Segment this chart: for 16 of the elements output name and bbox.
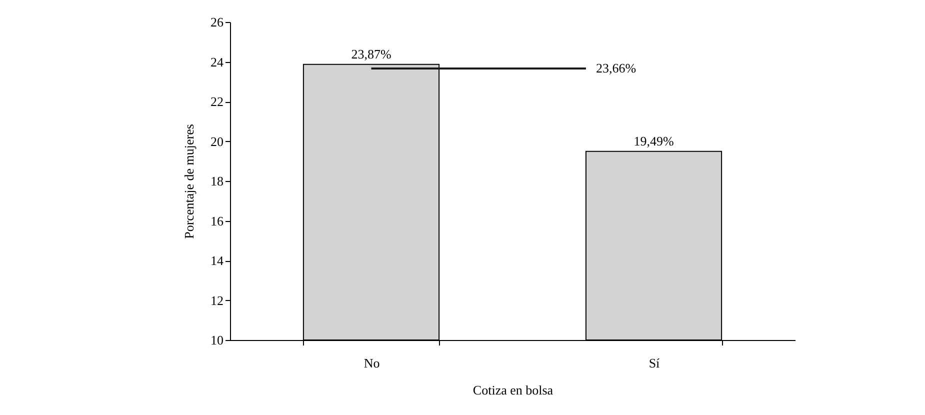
x-tick-label: No: [364, 356, 380, 370]
y-tick-label: 18: [210, 174, 224, 188]
ref-line-label: 23,66%: [596, 60, 636, 76]
y-tick-label: 14: [210, 253, 224, 268]
y-tick-label: 24: [210, 54, 224, 70]
x-tick-label: Sí: [648, 356, 660, 370]
data-label: 23,87%: [351, 46, 392, 62]
x-axis-title: Cotiza en bolsa: [472, 382, 554, 398]
y-tick-label: 10: [210, 332, 224, 348]
y-tick-label: 16: [210, 213, 224, 228]
y-tick-label: 20: [210, 134, 224, 149]
data-label: 19,49%: [634, 133, 674, 148]
y-tick-label: 26: [210, 14, 224, 30]
y-axis-title: Porcentaje de mujeres: [182, 124, 196, 239]
y-tick-label: 22: [210, 94, 224, 109]
y-tick-label: 12: [210, 292, 224, 308]
